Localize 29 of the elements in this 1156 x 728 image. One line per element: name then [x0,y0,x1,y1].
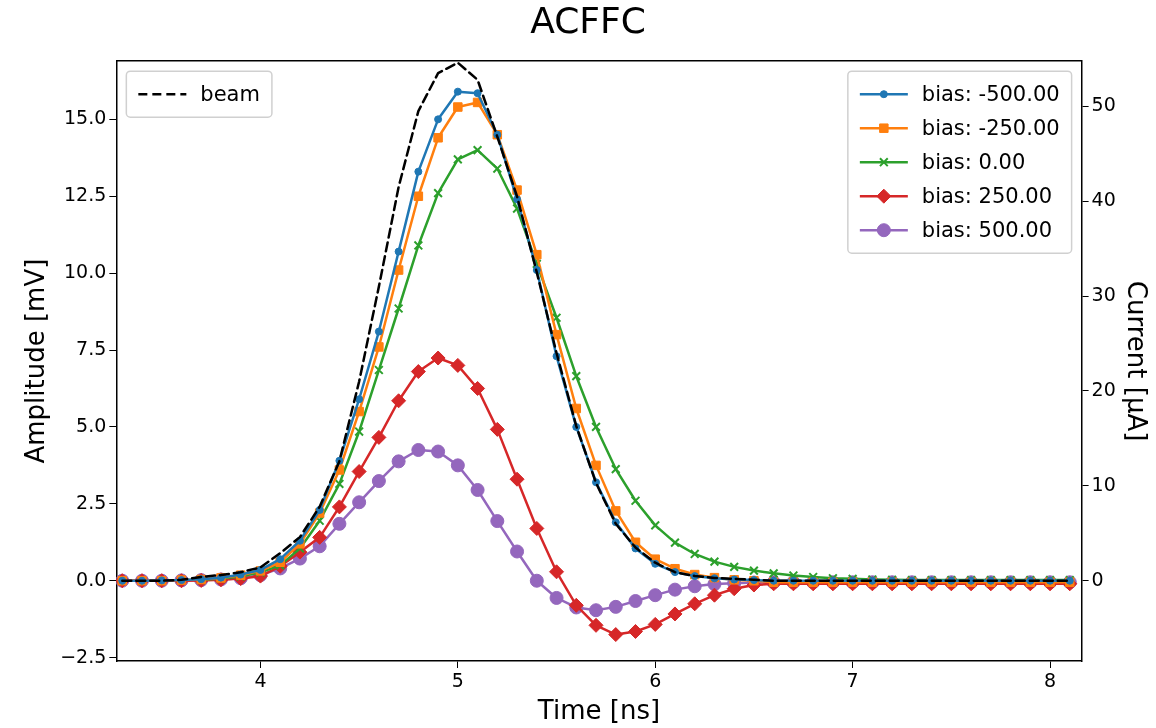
y-tick-label: 15.0 [64,106,107,129]
y2-tick-label: 0 [1091,567,1104,590]
x-tick-label: 4 [254,669,267,692]
y2-tick-label: 50 [1091,93,1116,116]
y-tick-label: 12.5 [64,183,107,206]
y-axis-title: Amplitude [mV] [20,258,51,464]
y-tick-label: −2.5 [60,644,107,667]
legend-label: bias: 500.00 [921,217,1053,242]
legend-label: bias: 0.00 [921,149,1026,174]
y-tick-label: 10.0 [64,260,107,283]
legend-label: beam [200,81,260,106]
y2-tick-label: 10 [1091,472,1116,495]
y2-tick-label: 40 [1091,188,1116,211]
chart-title: ACFFC [530,0,646,41]
x-tick-label: 6 [649,669,662,692]
y-tick-label: 7.5 [76,336,107,359]
legend-label: bias: -250.00 [921,115,1060,140]
x-tick-label: 8 [1043,669,1057,692]
y-tick-label: 5.0 [76,413,107,436]
legend-label: bias: -500.00 [921,81,1060,106]
x-tick-label: 5 [451,669,464,692]
x-tick-label: 7 [846,669,859,692]
legend-label: bias: 250.00 [921,183,1053,208]
y2-tick-label: 20 [1091,377,1116,400]
y-tick-label: 2.5 [76,490,107,513]
y2-axis-title: Current [μA] [1121,280,1152,442]
y2-tick-label: 30 [1091,283,1116,306]
y-tick-label: 0.0 [76,567,107,590]
x-axis-title: Time [ns] [536,695,661,726]
